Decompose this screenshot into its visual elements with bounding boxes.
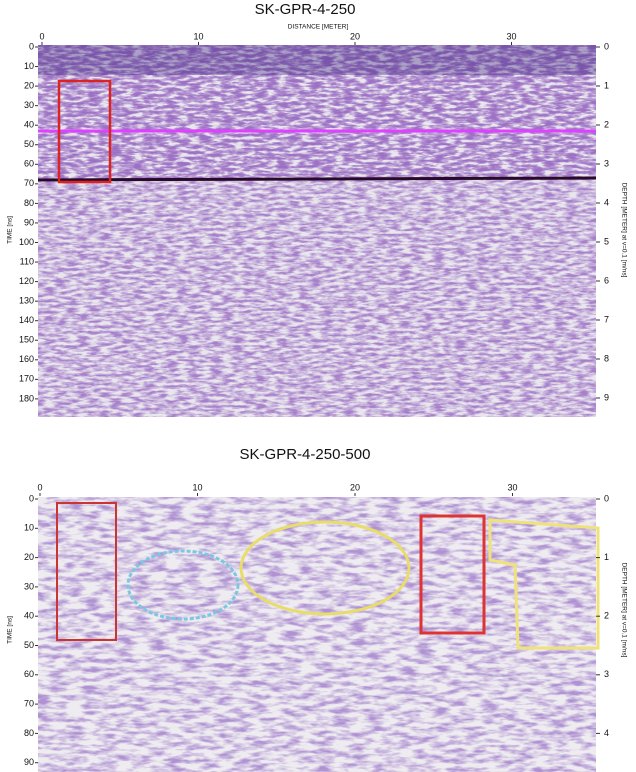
x-tick-label: 0 bbox=[39, 31, 44, 41]
y-tick-label: 30 bbox=[24, 581, 34, 591]
y2-tick-label: 4 bbox=[604, 728, 609, 738]
y-tick-label: 10 bbox=[24, 523, 34, 533]
x-tick-label: 10 bbox=[192, 482, 202, 492]
y2-tick-label: 4 bbox=[604, 197, 609, 207]
y-tick-label: 130 bbox=[19, 296, 34, 306]
panel-title: SK-GPR-4-250 bbox=[255, 1, 356, 18]
y-tick-label: 160 bbox=[19, 354, 34, 364]
panel-title: SK-GPR-4-250-500 bbox=[240, 446, 371, 463]
y-tick-label: 40 bbox=[24, 120, 34, 130]
x-axis-label: DISTANCE [METER] bbox=[288, 24, 349, 31]
y-tick-label: 180 bbox=[19, 393, 34, 403]
y2-tick-label: 3 bbox=[604, 669, 609, 679]
y-tick-label: 10 bbox=[24, 61, 34, 71]
y-tick-label: 100 bbox=[19, 237, 34, 247]
y-tick-label: 80 bbox=[24, 198, 34, 208]
y-tick-label: 90 bbox=[24, 757, 34, 767]
y-tick-label: 150 bbox=[19, 335, 34, 345]
y-tick-label: 30 bbox=[24, 100, 34, 110]
y-tick-label: 140 bbox=[19, 315, 34, 325]
radargram-1 bbox=[37, 45, 597, 417]
y-tick-label: 120 bbox=[19, 276, 34, 286]
y2-tick-label: 1 bbox=[604, 552, 609, 562]
x-tick-label: 30 bbox=[506, 31, 516, 41]
x-tick-label: 20 bbox=[350, 482, 360, 492]
y-tick-label: 60 bbox=[24, 669, 34, 679]
y-tick-label: 0 bbox=[29, 41, 34, 51]
y2-tick-label: 8 bbox=[604, 353, 609, 363]
y-tick-label: 50 bbox=[24, 640, 34, 650]
x-tick-label: 20 bbox=[350, 31, 360, 41]
y2-tick-label: 9 bbox=[604, 392, 609, 402]
y-tick-label: 0 bbox=[29, 493, 34, 503]
y2-tick-label: 2 bbox=[604, 611, 609, 621]
y-axis-label: TIME [ns] bbox=[7, 616, 14, 644]
x-tick-label: 10 bbox=[193, 31, 203, 41]
y-tick-label: 170 bbox=[19, 374, 34, 384]
y-axis-label: TIME [ns] bbox=[7, 216, 14, 244]
y2-tick-label: 0 bbox=[604, 493, 609, 503]
y-tick-label: 80 bbox=[24, 728, 34, 738]
y-tick-label: 20 bbox=[24, 552, 34, 562]
y2-tick-label: 0 bbox=[604, 41, 609, 51]
y2-tick-label: 2 bbox=[604, 119, 609, 129]
x-tick-label: 0 bbox=[37, 482, 42, 492]
y2-tick-label: 3 bbox=[604, 158, 609, 168]
y-tick-label: 70 bbox=[24, 698, 34, 708]
y-tick-label: 70 bbox=[24, 178, 34, 188]
y2-tick-label: 1 bbox=[604, 80, 609, 90]
y-tick-label: 50 bbox=[24, 139, 34, 149]
y-tick-label: 20 bbox=[24, 80, 34, 90]
y2-tick-label: 6 bbox=[604, 275, 609, 285]
y-tick-label: 90 bbox=[24, 217, 34, 227]
x-tick-label: 30 bbox=[507, 482, 517, 492]
y-tick-label: 40 bbox=[24, 611, 34, 621]
y2-tick-label: 7 bbox=[604, 314, 609, 324]
y2-axis-label: DEPTH [METER] at v=0.1 [m/ns] bbox=[620, 183, 627, 278]
y-tick-label: 110 bbox=[20, 256, 34, 266]
radargram-2 bbox=[38, 497, 600, 772]
y-tick-label: 60 bbox=[24, 159, 34, 169]
y2-axis-label: DEPTH [METER] at v=0.1 [m/ns] bbox=[620, 563, 627, 658]
y2-tick-label: 5 bbox=[604, 236, 609, 246]
